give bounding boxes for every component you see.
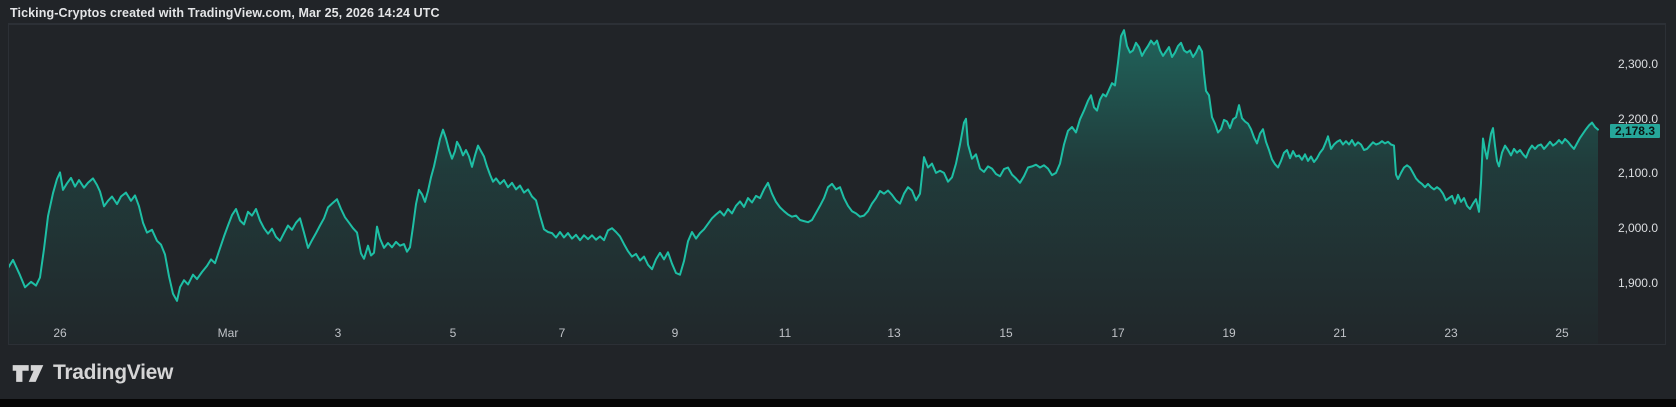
chart-pane: 2,300.0 2,200.0 2,100.0 2,000.0 1,900.0 2,17… bbox=[8, 24, 1666, 345]
time-scale-label: 21 bbox=[1333, 326, 1347, 340]
price-line bbox=[8, 29, 1599, 302]
time-scale-label: 23 bbox=[1444, 326, 1458, 340]
watermark-title: Ticking-Cryptos created with TradingView… bbox=[10, 6, 440, 20]
time-scale-label: 26 bbox=[53, 326, 67, 340]
price-area bbox=[8, 30, 1598, 345]
price-scale-label: 1,900.0 bbox=[1617, 275, 1658, 290]
tradingview-logo-icon bbox=[12, 364, 44, 382]
time-scale-label: 9 bbox=[671, 326, 679, 340]
tradingview-branding: TradingView bbox=[12, 359, 173, 387]
bottom-border-strip bbox=[0, 399, 1676, 407]
tradingview-logo-text: TradingView bbox=[53, 361, 174, 384]
time-scale-label: Mar bbox=[217, 326, 239, 340]
time-scale-label: 25 bbox=[1555, 326, 1569, 340]
price-scale-label: 2,200.0 bbox=[1617, 111, 1658, 126]
time-scale-label: 13 bbox=[887, 326, 901, 340]
time-scale-label: 11 bbox=[778, 326, 792, 340]
price-scale-label: 2,100.0 bbox=[1617, 166, 1658, 181]
time-scale-label: 17 bbox=[1111, 326, 1125, 340]
time-scale-label: 7 bbox=[558, 326, 566, 340]
price-scale-label: 2,000.0 bbox=[1617, 221, 1658, 236]
time-scale-label: 15 bbox=[999, 326, 1013, 340]
price-scale-label: 2,300.0 bbox=[1617, 57, 1658, 71]
time-scale-label: 19 bbox=[1222, 326, 1236, 340]
time-scale-label: 5 bbox=[449, 326, 457, 340]
last-price-badge: 2,178.3 bbox=[1609, 123, 1660, 138]
time-scale-label: 3 bbox=[334, 326, 342, 340]
